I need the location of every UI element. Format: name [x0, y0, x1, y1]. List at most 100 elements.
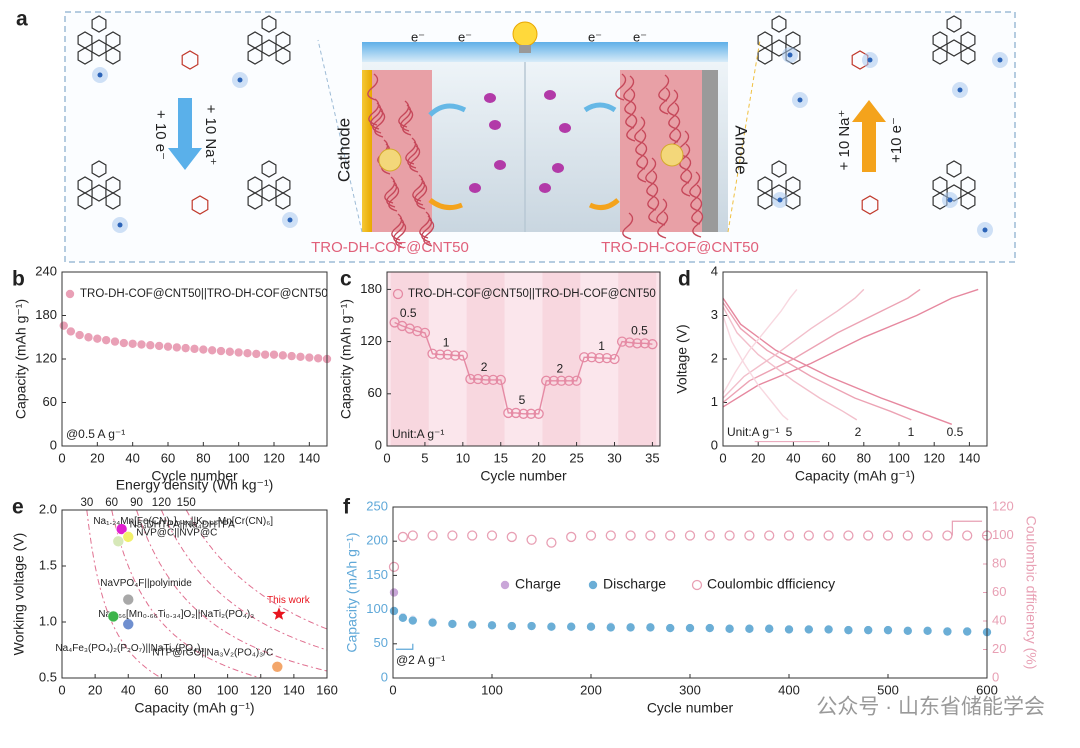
x-tick-label: 30	[607, 450, 621, 465]
marker	[404, 323, 415, 334]
y-tick-label: 60	[368, 385, 382, 400]
marker	[525, 408, 537, 419]
annotation: 5	[519, 393, 526, 407]
marker	[419, 327, 431, 339]
fiber	[637, 155, 649, 183]
point-label: Na₄DHTPA||Na₄DHTPA	[130, 520, 236, 531]
marker	[407, 530, 418, 541]
marker	[803, 530, 814, 541]
energy-curve	[111, 510, 263, 678]
x-axis-label: Cycle number	[480, 468, 567, 484]
marker	[843, 530, 854, 541]
fiber	[367, 73, 379, 101]
panel-label: e	[12, 496, 24, 519]
ring	[275, 47, 291, 65]
ring	[247, 192, 263, 210]
marker	[427, 530, 438, 541]
x-tick-label: 15	[494, 450, 508, 465]
marker	[883, 625, 893, 635]
marker	[450, 350, 461, 361]
legend-label: Charge	[515, 576, 561, 592]
rate-band	[466, 272, 505, 446]
panel-label: a	[16, 8, 28, 31]
na-dot	[947, 197, 953, 203]
marker	[744, 530, 755, 541]
marker	[154, 341, 164, 351]
x-tick-label: 20	[90, 450, 104, 465]
x-tick-label: 600	[976, 682, 998, 697]
y2-tick-label: 60	[992, 584, 1006, 599]
marker	[412, 326, 423, 337]
marker	[74, 330, 85, 340]
electron: e⁻	[633, 29, 647, 44]
marker	[286, 351, 297, 361]
energy-tick-label: 120	[152, 497, 171, 509]
plot-frame	[386, 271, 661, 447]
marker	[101, 335, 111, 345]
fiber	[370, 102, 382, 130]
marker	[704, 530, 715, 541]
marker	[486, 530, 498, 541]
marker	[66, 326, 76, 337]
marker	[389, 606, 399, 616]
x-tick-label: 5	[421, 450, 428, 465]
flow-arrow	[428, 197, 463, 211]
reduction-arrow	[168, 98, 202, 170]
energy-tick-label: 150	[177, 497, 196, 509]
ring	[105, 192, 121, 210]
fiber	[388, 184, 400, 212]
fiber	[636, 142, 648, 170]
x-tick-label: 120	[250, 682, 272, 697]
marker	[472, 373, 484, 385]
marker	[647, 339, 658, 350]
x-tick-label: 40	[125, 450, 139, 465]
fiber	[634, 116, 646, 144]
na-dot	[117, 222, 123, 228]
marker	[962, 530, 973, 541]
fiber	[409, 145, 421, 173]
cathode-spot	[378, 148, 402, 172]
marker	[645, 530, 656, 541]
marker	[398, 613, 408, 623]
fiber	[626, 114, 638, 142]
flow-arrow	[428, 103, 467, 117]
marker	[216, 346, 226, 356]
watermark: 公众号 · 山东省储能学会	[816, 696, 1045, 719]
ring	[960, 192, 976, 210]
annotation: 2	[481, 360, 488, 374]
marker	[506, 621, 517, 631]
fiber	[667, 89, 679, 117]
ion	[489, 120, 501, 130]
x-tick-label: 20	[751, 450, 765, 465]
axis-arrow	[951, 520, 983, 536]
marker	[863, 530, 874, 541]
marker	[783, 530, 795, 541]
marker	[704, 623, 715, 633]
point-label: Na₀.₆₆[Mn₀.₆₆Ti₀.₃₄]O₂||NaTi₂(PO₄)₃	[98, 609, 254, 620]
x-tick-label: 0	[58, 682, 65, 697]
marker	[189, 344, 200, 354]
marker	[145, 340, 156, 351]
fiber	[386, 180, 398, 208]
marker	[605, 622, 616, 633]
annotation: 2	[855, 425, 862, 439]
marker	[566, 531, 577, 543]
panel-label: f	[343, 496, 351, 519]
fiber	[423, 219, 435, 247]
marker	[225, 346, 235, 357]
marker	[823, 530, 834, 541]
marker	[902, 530, 913, 541]
marker	[625, 530, 636, 541]
anode-collector	[702, 70, 718, 232]
x-tick-label: 100	[481, 682, 503, 697]
marker	[269, 349, 279, 360]
marker	[136, 339, 147, 350]
marker	[922, 626, 933, 636]
linker-ring	[191, 195, 209, 215]
marker	[488, 374, 499, 386]
electron: e⁻	[458, 29, 472, 44]
cathode-collector	[362, 70, 372, 232]
marker	[110, 336, 120, 347]
x-tick-label: 140	[298, 450, 320, 465]
marker	[601, 352, 613, 364]
